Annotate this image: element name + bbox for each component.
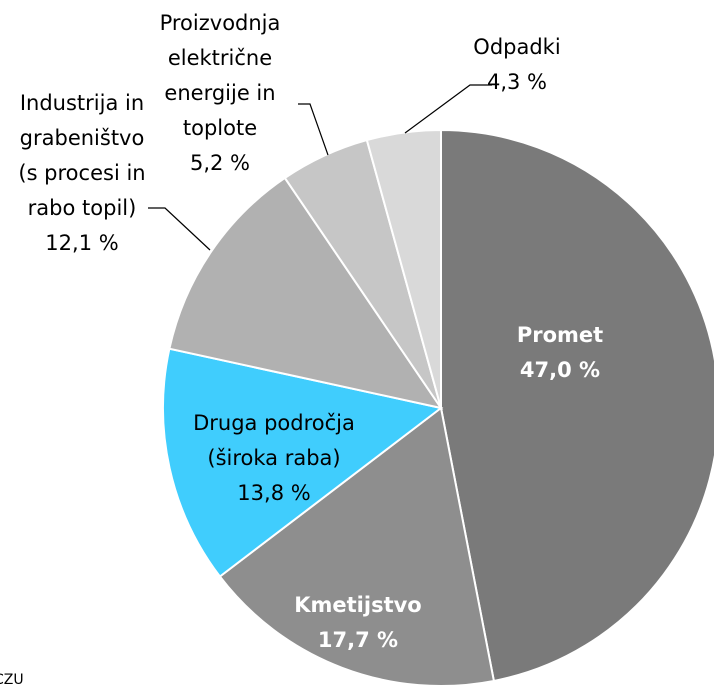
slice-label: grabeništvo	[20, 126, 145, 150]
slice-value: 4,3 %	[487, 70, 547, 94]
slice-label: Druga področja	[193, 411, 355, 435]
slice-label: Promet	[517, 323, 603, 347]
leader-line	[148, 207, 211, 251]
slice-label: Kmetijstvo	[294, 593, 422, 617]
slice-value: 17,7 %	[318, 628, 398, 652]
slice-label: (s procesi in	[18, 161, 145, 185]
pie-slice	[218, 406, 496, 687]
leader-line	[298, 103, 329, 156]
pie-slice	[365, 128, 442, 409]
slice-label: (široka raba)	[207, 446, 340, 470]
pie-slice	[168, 176, 444, 410]
pie-slice	[162, 347, 444, 578]
slice-label: Industrija in	[20, 91, 144, 115]
slice-label: energije in	[164, 81, 275, 105]
slice-label: Proizvodnja	[160, 11, 281, 35]
source: CZU	[0, 672, 24, 687]
slice-label: električne	[168, 46, 272, 70]
slice-value: 12,1 %	[45, 231, 118, 255]
pie-slice	[440, 128, 714, 683]
slice-value: 13,8 %	[237, 481, 310, 505]
slice-label: rabo topil)	[28, 196, 137, 220]
slice-value: 47,0 %	[520, 358, 600, 382]
slice-label: toplote	[183, 116, 257, 140]
leader-line	[404, 84, 492, 134]
slice-value: 5,2 %	[190, 151, 250, 175]
slice-label: Odpadki	[473, 35, 560, 59]
